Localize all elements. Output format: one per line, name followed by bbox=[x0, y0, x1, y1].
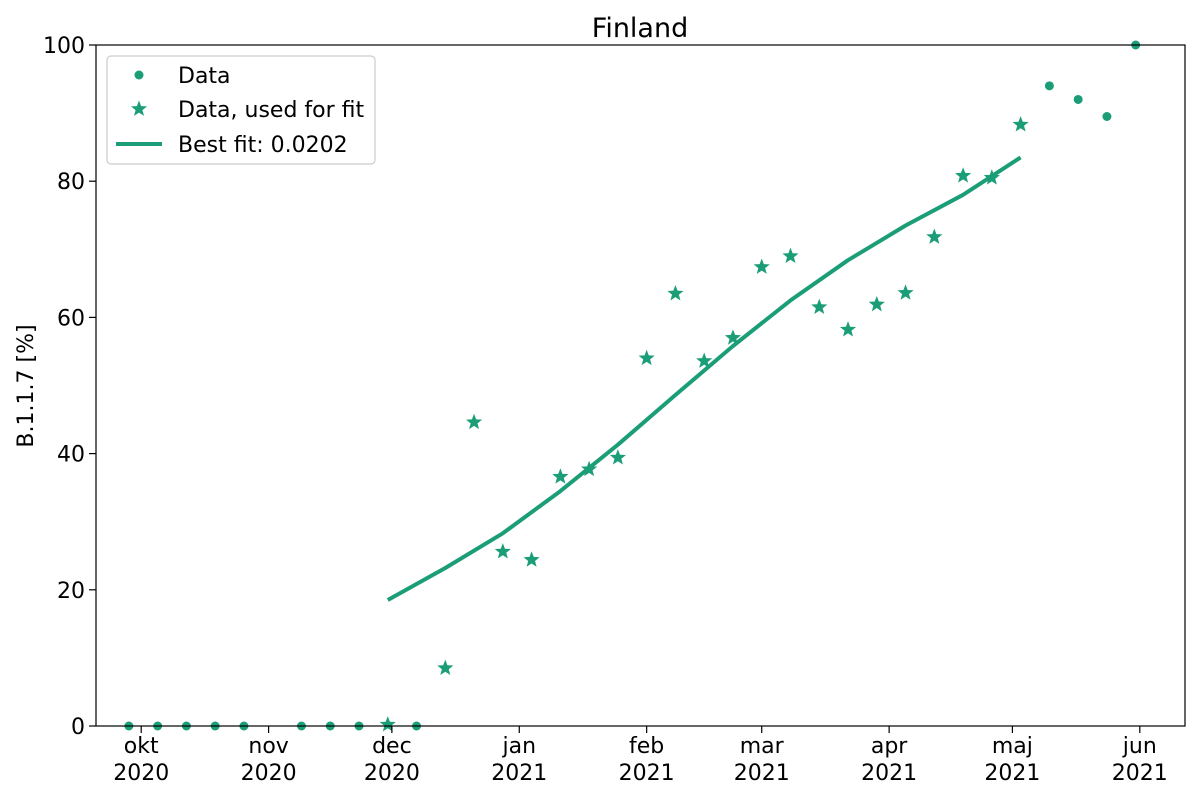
x-tick-label: dec bbox=[372, 734, 412, 759]
y-tick-label: 100 bbox=[43, 34, 85, 59]
fit-data-point bbox=[955, 167, 972, 183]
x-tick-year-label: 2021 bbox=[861, 761, 917, 786]
legend-star-marker bbox=[130, 100, 148, 116]
fit-data-point bbox=[926, 228, 943, 244]
x-tick-label: jun bbox=[1122, 734, 1157, 759]
fit-data-point bbox=[638, 349, 655, 366]
plot-frame bbox=[95, 44, 1186, 727]
y-tick-label: 40 bbox=[57, 443, 85, 468]
fit-data-point bbox=[868, 295, 885, 312]
fit-data-point bbox=[839, 321, 857, 337]
x-tick-label: apr bbox=[871, 734, 908, 759]
fit-data-point bbox=[724, 329, 742, 345]
x-tick-label: maj bbox=[992, 734, 1033, 759]
x-tick-year-label: 2021 bbox=[1112, 761, 1168, 786]
y-tick-label: 60 bbox=[57, 306, 85, 331]
fit-data-point bbox=[523, 551, 540, 567]
fit-data-point bbox=[379, 716, 396, 732]
fit-data-point bbox=[753, 258, 770, 274]
x-tick-label: feb bbox=[629, 734, 664, 759]
legend-box bbox=[106, 55, 376, 165]
legend-dot-marker bbox=[134, 70, 144, 80]
chart-title: Finland bbox=[592, 13, 688, 44]
y-tick-label: 80 bbox=[57, 170, 85, 195]
x-tick-label: nov bbox=[248, 734, 288, 759]
x-tick-year-label: 2020 bbox=[241, 761, 297, 786]
fit-data-point bbox=[465, 413, 483, 430]
x-tick-label: mar bbox=[740, 734, 785, 759]
fit-data-point bbox=[1012, 116, 1029, 132]
y-tick-label: 0 bbox=[71, 715, 85, 740]
fit-data-point bbox=[811, 298, 828, 315]
fit-data-point bbox=[552, 468, 569, 484]
fit-data-point bbox=[696, 352, 713, 368]
x-tick-year-label: 2020 bbox=[113, 761, 169, 786]
data-point bbox=[1044, 81, 1054, 91]
fit-data-point bbox=[609, 449, 626, 465]
fit-data-point bbox=[897, 284, 914, 300]
data-point bbox=[1073, 94, 1083, 104]
x-tick-year-label: 2021 bbox=[619, 761, 675, 786]
fit-data-point bbox=[782, 247, 799, 263]
x-tick-label: okt bbox=[124, 734, 159, 759]
y-tick-label: 20 bbox=[57, 579, 85, 604]
legend-label: Data, used for fit bbox=[178, 98, 365, 123]
x-tick-year-label: 2021 bbox=[734, 761, 790, 786]
fit-data-point bbox=[667, 285, 684, 301]
fit-line bbox=[386, 155, 1022, 602]
legend: Data Data, used for fit Best fit: 0.0202 bbox=[106, 55, 376, 165]
legend-label: Best fit: 0.0202 bbox=[178, 133, 348, 158]
fit-data-point bbox=[494, 543, 511, 559]
data-point bbox=[1102, 112, 1112, 122]
x-tick-year-label: 2021 bbox=[984, 761, 1040, 786]
x-tick-year-label: 2021 bbox=[491, 761, 547, 786]
y-axis-label: B.1.1.7 [%] bbox=[14, 324, 39, 447]
legend-label: Data bbox=[178, 64, 231, 89]
x-tick-label: jan bbox=[501, 734, 536, 759]
axes: okt2020nov2020dec2020jan2021feb2021mar20… bbox=[43, 34, 1168, 786]
fit-data-point bbox=[437, 659, 454, 675]
x-tick-year-label: 2020 bbox=[364, 761, 420, 786]
